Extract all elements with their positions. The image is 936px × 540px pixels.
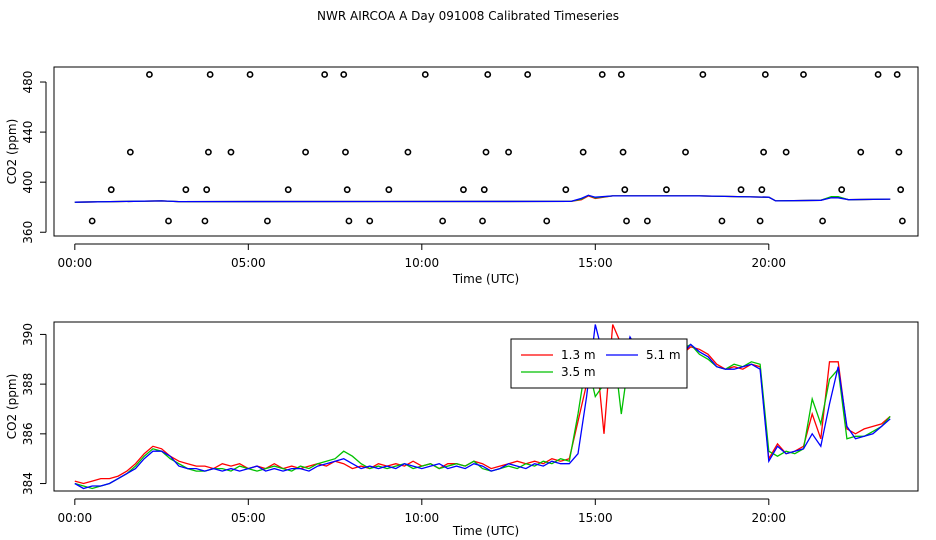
x-tick-label: 00:00 bbox=[58, 256, 93, 270]
data-point bbox=[146, 71, 153, 78]
x-axis-label: Time (UTC) bbox=[452, 272, 519, 286]
data-point bbox=[893, 71, 901, 78]
data-point bbox=[643, 217, 651, 225]
data-point bbox=[284, 186, 292, 194]
data-point bbox=[543, 217, 551, 225]
data-point bbox=[562, 186, 570, 194]
x-tick-label: 15:00 bbox=[578, 511, 613, 525]
chart-title: NWR AIRCOA A Day 091008 Calibrated Times… bbox=[316, 9, 619, 23]
data-point bbox=[623, 217, 630, 225]
series-line-3 bbox=[74, 324, 891, 490]
data-point bbox=[760, 148, 767, 156]
x-axis-label: Time (UTC) bbox=[452, 524, 519, 538]
data-layer bbox=[74, 324, 891, 490]
data-point bbox=[718, 217, 726, 225]
data-point bbox=[819, 217, 826, 225]
plot-frame bbox=[53, 321, 919, 492]
data-point bbox=[758, 186, 766, 194]
data-point bbox=[617, 71, 625, 78]
y-tick-label: 480 bbox=[21, 71, 35, 94]
data-point bbox=[621, 186, 629, 194]
data-point bbox=[203, 186, 211, 194]
data-point bbox=[182, 186, 190, 194]
data-point bbox=[579, 148, 587, 156]
data-point bbox=[246, 71, 254, 78]
data-point bbox=[107, 186, 115, 194]
y-axis-label: CO2 (ppm) bbox=[5, 374, 19, 440]
data-point bbox=[897, 186, 905, 194]
data-point bbox=[699, 71, 707, 78]
panel-2: 00:00 05:00 10:00 15:00 20:00 384 386 388 390 Tim… bbox=[5, 321, 919, 538]
panel-1: 00:00 05:00 10:00 15:00 20:00 360 400 440 480 Tim… bbox=[5, 66, 919, 286]
data-point bbox=[480, 186, 488, 194]
data-point bbox=[524, 71, 532, 78]
y-axis-label: CO2 (ppm) bbox=[5, 119, 19, 185]
data-point bbox=[874, 71, 882, 78]
data-point bbox=[206, 71, 214, 78]
data-point bbox=[663, 186, 670, 194]
data-point bbox=[619, 148, 627, 156]
data-point bbox=[126, 148, 134, 156]
x-tick-label: 20:00 bbox=[751, 511, 786, 525]
y-tick-label: 440 bbox=[21, 121, 35, 144]
x-tick-label: 05:00 bbox=[231, 511, 266, 525]
y-tick-label: 386 bbox=[21, 422, 35, 445]
data-point bbox=[505, 148, 512, 156]
x-tick-label: 10:00 bbox=[405, 511, 440, 525]
x-tick-label: 05:00 bbox=[231, 256, 266, 270]
data-point bbox=[484, 71, 492, 78]
data-point bbox=[756, 217, 764, 225]
data-point bbox=[165, 217, 172, 225]
plot-frame bbox=[53, 66, 919, 237]
data-point bbox=[343, 186, 351, 194]
data-point bbox=[385, 186, 393, 194]
data-point bbox=[460, 186, 467, 194]
data-point bbox=[421, 71, 429, 78]
y-tick-label: 400 bbox=[21, 171, 35, 194]
data-point bbox=[201, 217, 209, 225]
data-point bbox=[737, 186, 745, 194]
data-point bbox=[482, 148, 490, 156]
x-tick-label: 20:00 bbox=[751, 256, 786, 270]
x-tick-label: 15:00 bbox=[578, 256, 613, 270]
data-point bbox=[782, 148, 790, 156]
y-tick-label: 360 bbox=[21, 221, 35, 244]
data-point bbox=[321, 71, 329, 78]
x-tick-label: 10:00 bbox=[405, 256, 440, 270]
legend-label-2: 3.5 m bbox=[561, 365, 596, 379]
y-tick-label: 388 bbox=[21, 373, 35, 396]
data-point bbox=[345, 217, 353, 225]
series-line-3 bbox=[74, 194, 891, 203]
data-point bbox=[205, 148, 212, 156]
data-point bbox=[479, 217, 486, 225]
legend-label-3: 5.1 m bbox=[646, 348, 681, 362]
y-tick-label: 390 bbox=[21, 323, 35, 346]
legend: 1.3 m 3.5 m 5.1 m bbox=[510, 338, 688, 389]
legend-box bbox=[510, 338, 688, 389]
data-point bbox=[404, 148, 412, 156]
data-point bbox=[761, 71, 769, 78]
data-point bbox=[857, 148, 865, 156]
data-point bbox=[263, 217, 271, 225]
y-tick-label: 384 bbox=[21, 472, 35, 495]
data-point bbox=[88, 217, 96, 225]
data-point bbox=[682, 148, 689, 156]
data-point bbox=[342, 148, 349, 156]
data-point bbox=[598, 71, 606, 78]
data-point bbox=[366, 217, 374, 225]
data-point bbox=[898, 217, 906, 225]
data-point bbox=[302, 148, 309, 156]
series-line-1 bbox=[74, 324, 891, 485]
data-point bbox=[340, 71, 348, 78]
x-tick-label: 00:00 bbox=[58, 511, 93, 525]
data-layer bbox=[74, 71, 906, 225]
legend-label-1: 1.3 m bbox=[561, 348, 596, 362]
data-point bbox=[838, 186, 846, 194]
data-point bbox=[439, 217, 447, 225]
data-point bbox=[895, 148, 903, 156]
data-point bbox=[227, 148, 235, 156]
data-point bbox=[800, 71, 807, 78]
